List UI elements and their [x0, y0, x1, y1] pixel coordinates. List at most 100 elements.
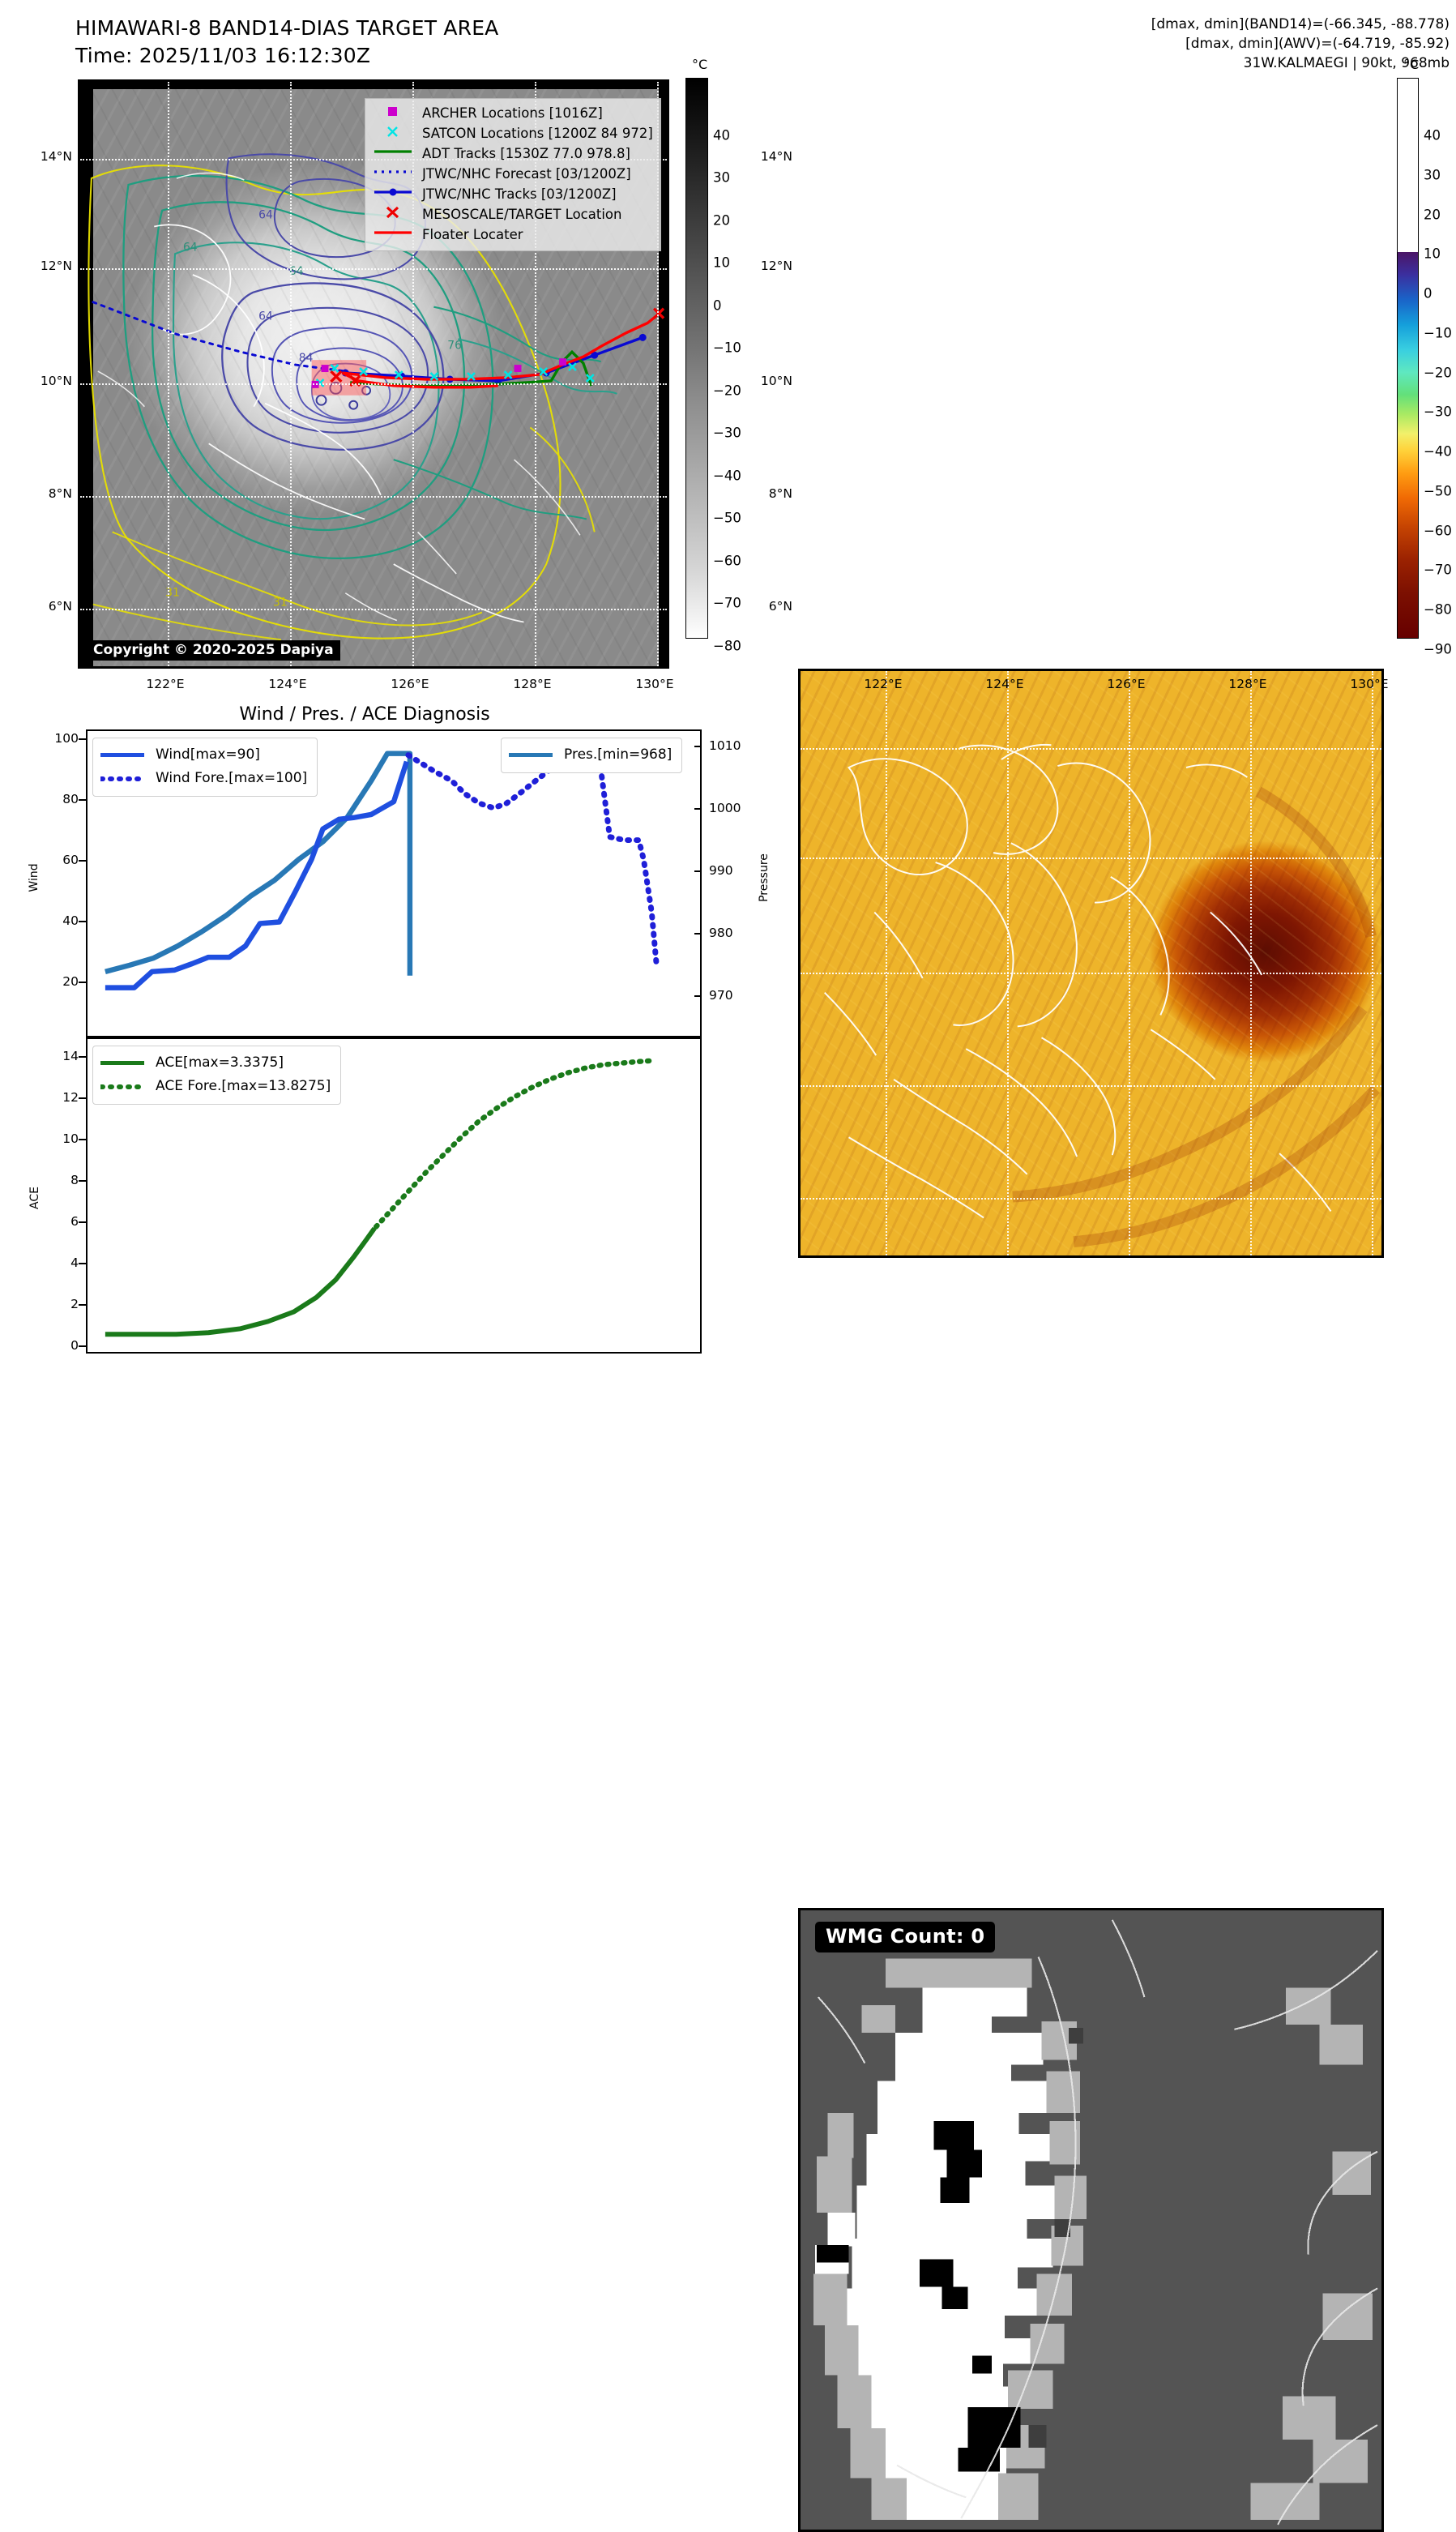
colorbar-gradient: [685, 78, 708, 639]
legend-label: JTWC/NHC Forecast [03/1200Z]: [422, 166, 631, 182]
grid-lon-130E: [657, 82, 659, 666]
ace-ytick: 4: [70, 1255, 79, 1270]
wind-ytick: 100: [54, 731, 79, 746]
grid-lon-122E: [168, 82, 169, 666]
copyright-notice: Copyright © 2020-2025 Dapiya: [87, 640, 340, 661]
lat-tick-label: 14°N: [760, 149, 792, 164]
ace-plot: [105, 1058, 655, 1337]
lon-tick-label: 130°E: [635, 677, 674, 691]
colorbar-tick: −70: [713, 595, 741, 611]
legend-label: JTWC/NHC Tracks [03/1200Z]: [422, 186, 617, 203]
wind-ytick: 40: [62, 913, 79, 928]
colorbar-tick: 0: [1424, 285, 1433, 302]
svg-text:64: 64: [258, 209, 273, 222]
grid-lon-124E: [1007, 671, 1009, 1255]
legend-label: MESOSCALE/TARGET Location: [422, 207, 622, 223]
lon-tick-label: 126°E: [1107, 677, 1146, 691]
svg-text:31: 31: [273, 597, 288, 609]
pressure-ytick: 970: [709, 988, 733, 1003]
title-main: HIMAWARI-8 BAND14-DIAS TARGET AREA: [75, 16, 499, 40]
lon-tick-label: 122°E: [146, 677, 185, 691]
colorbar-tick: −80: [1424, 601, 1452, 618]
legend-label: ADT Tracks [1530Z 77.0 978.8]: [422, 146, 630, 162]
line-with-dot-icon: [370, 184, 416, 204]
svg-text:64: 64: [183, 241, 198, 254]
wind-ytick: 20: [62, 974, 79, 989]
legend-row: ARCHER Locations [1016Z]: [370, 103, 653, 123]
legend-label: Floater Locater: [422, 227, 523, 243]
colorbar-tick: −10: [1424, 325, 1452, 341]
legend-row: MESOSCALE/TARGET Location: [370, 204, 653, 225]
lat-tick-label: 10°N: [760, 374, 792, 388]
legend-label: ARCHER Locations [1016Z]: [422, 105, 603, 121]
colorbar-tick: −20: [713, 383, 741, 399]
ace-ytick: 10: [62, 1131, 79, 1146]
pressure-axis-label: Pressure: [758, 853, 771, 902]
grayscale-colorbar: °C 40 30 20 10 0 −10 −20 −30 −40 −50 −60…: [681, 57, 778, 657]
ace-ytick: 12: [62, 1090, 79, 1105]
legend-row: JTWC/NHC Tracks [03/1200Z]: [370, 184, 653, 204]
lat-tick-label: 12°N: [40, 259, 72, 273]
lon-tick-label: 124°E: [268, 677, 307, 691]
colorbar-tick: −30: [1424, 404, 1452, 420]
wind-ytick: 60: [62, 853, 79, 867]
colorbar-tick: −50: [713, 510, 741, 526]
grid-lat-6N: [801, 1198, 1381, 1200]
legend-row: ADT Tracks [1530Z 77.0 978.8]: [370, 143, 653, 164]
legend-label: Wind Fore.[max=100]: [156, 769, 308, 786]
colorbar-tick: 20: [1424, 207, 1441, 223]
pressure-ytick: 1010: [709, 738, 741, 753]
stat-awv-range: [dmax, dmin](AWV)=(-64.719, -85.92): [1185, 36, 1450, 53]
ace-ytick: 2: [70, 1297, 79, 1311]
legend-label: Wind[max=90]: [156, 746, 260, 763]
grid-lon-128E: [535, 82, 536, 666]
awv-target-area-map[interactable]: [798, 669, 1384, 1258]
lon-tick-label: 130°E: [1350, 677, 1389, 691]
ace-ytick: 8: [70, 1173, 79, 1187]
grid-lon-124E: [290, 82, 292, 666]
filled-square-marker-icon: [370, 103, 416, 123]
grid-lat-10N: [801, 973, 1381, 974]
diagnosis-chart-title: Wind / Pres. / ACE Diagnosis: [239, 704, 490, 725]
pressure-chart-legend: Pres.[min=968]: [501, 738, 683, 773]
colorbar-tick: −40: [1424, 443, 1452, 460]
colorbar-tick: −50: [1424, 483, 1452, 499]
image-edge-mask-top: [80, 82, 667, 89]
legend-label: SATCON Locations [1200Z 84 972]: [422, 126, 653, 142]
colorbar-tick: −60: [1424, 523, 1452, 539]
legend-row: Floater Locater: [370, 225, 653, 245]
legend-row: Pres.[min=968]: [508, 743, 672, 767]
ace-axis-label: ACE: [28, 1187, 41, 1209]
grid-lat-12N: [80, 268, 667, 270]
lat-tick-label: 6°N: [48, 599, 72, 614]
wmg-cells-overlay: [813, 1919, 1378, 2526]
ace-chart-legend: ACE[max=3.3375] ACE Fore.[max=13.8275]: [92, 1046, 342, 1105]
colorbar-tick: 10: [1424, 246, 1441, 262]
colorbar-tick: 30: [1424, 167, 1441, 183]
legend-row: SATCON Locations [1200Z 84 972]: [370, 123, 653, 143]
solid-line-icon: [508, 743, 557, 767]
colorbar-tick: −30: [713, 425, 741, 441]
solid-line-icon: [370, 143, 416, 164]
colorbar-tick: −40: [713, 468, 741, 484]
colorbar-tick: −80: [713, 638, 741, 654]
lon-tick-label: 126°E: [391, 677, 429, 691]
solid-line-icon: [100, 1051, 148, 1075]
legend-row: Wind[max=90]: [100, 743, 308, 767]
grid-lat-12N: [801, 858, 1381, 859]
ace-ytick: 0: [70, 1338, 79, 1353]
stat-band14-range: [dmax, dmin](BAND14)=(-66.345, -88.778): [1151, 16, 1450, 32]
colorbar-tick: −10: [713, 340, 741, 356]
grid-lon-128E: [1250, 671, 1252, 1255]
x-cross-marker-icon: [370, 204, 416, 225]
colorbar-tick: 0: [713, 297, 722, 314]
stat-storm-summary: 31W.KALMAEGI | 90kt, 968mb: [1243, 55, 1450, 72]
x-star-marker-icon: [370, 123, 416, 143]
ir-target-area-map[interactable]: 64 64 64 64 84 76 31 31: [78, 79, 669, 669]
wmg-map[interactable]: WMG Count: 0: [798, 1908, 1384, 2532]
map-legend: ARCHER Locations [1016Z] SATCON Location…: [365, 98, 661, 251]
grid-lat-14N: [801, 748, 1381, 750]
grid-lat-8N: [80, 496, 667, 498]
pressure-ytick: 980: [709, 926, 733, 940]
dotted-line-icon: [99, 767, 148, 790]
